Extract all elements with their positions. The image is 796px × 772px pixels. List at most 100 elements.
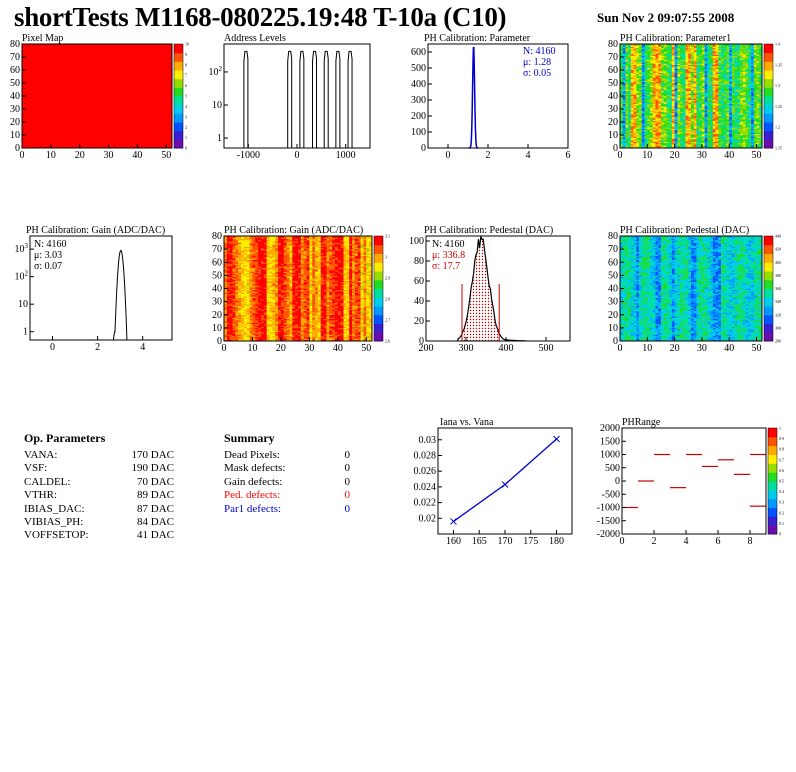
heatmap-cell xyxy=(232,318,236,321)
heatmap-cell xyxy=(633,115,637,118)
heatmap-cell xyxy=(691,92,695,94)
heatmap-cell xyxy=(630,94,634,97)
heatmap-cell xyxy=(652,64,656,67)
heatmap-cell xyxy=(693,138,697,141)
heatmap-cell xyxy=(674,137,678,140)
heatmap-cell xyxy=(737,112,741,115)
heatmap-cell xyxy=(650,105,654,107)
heatmap-cell xyxy=(691,99,695,102)
heatmap-cell xyxy=(756,144,760,146)
heatmap-cell xyxy=(726,85,730,88)
heatmap-cell xyxy=(723,136,727,138)
heatmap-cell xyxy=(636,83,640,85)
heatmap-cell xyxy=(682,111,686,114)
heatmap-cell xyxy=(238,274,242,276)
heatmap-cell xyxy=(710,50,714,53)
heatmap-cell xyxy=(701,73,705,76)
heatmap-cell xyxy=(701,106,705,108)
heatmap-cell xyxy=(226,281,230,284)
heatmap-cell xyxy=(726,136,730,138)
heatmap-cell xyxy=(647,80,651,82)
heatmap-cell xyxy=(688,102,692,105)
heatmap-cell xyxy=(669,47,673,50)
heatmap-cell xyxy=(636,71,640,73)
heatmap-cell xyxy=(630,58,634,60)
heatmap-cell xyxy=(759,68,763,71)
heatmap-cell xyxy=(660,92,664,94)
heatmap-cell xyxy=(644,142,648,145)
address-peak xyxy=(287,50,293,148)
heatmap-cell xyxy=(625,94,629,97)
heatmap-cell xyxy=(729,59,733,62)
heatmap-cell xyxy=(620,125,624,128)
heatmap-cell xyxy=(671,144,675,146)
heatmap-cell xyxy=(666,62,670,64)
heatmap-cell xyxy=(625,137,629,140)
heatmap-cell xyxy=(737,84,741,86)
heatmap-cell xyxy=(633,45,637,47)
heatmap-cell xyxy=(663,124,667,127)
heatmap-cell xyxy=(680,44,684,46)
colorbar-cell xyxy=(764,122,773,132)
heatmap-cell xyxy=(669,92,673,94)
heatmap-cell xyxy=(644,92,648,94)
heatmap-cell xyxy=(688,118,692,120)
heatmap-cell xyxy=(753,60,757,63)
heatmap-cell xyxy=(718,62,722,64)
heatmap-cell xyxy=(243,271,248,274)
heatmap-cell xyxy=(701,138,705,141)
heatmap-cell xyxy=(721,133,725,136)
heatmap-cell xyxy=(663,67,667,69)
heatmap-cell xyxy=(636,112,640,115)
heatmap-cell xyxy=(671,86,675,89)
heatmap-cell xyxy=(625,85,629,88)
heatmap-cell xyxy=(723,49,727,51)
heatmap-cell xyxy=(680,66,684,68)
heatmap-cell xyxy=(633,136,637,138)
heatmap-cell xyxy=(721,101,725,103)
heatmap-cell xyxy=(710,114,714,116)
heatmap-cell xyxy=(715,110,719,112)
heatmap-cell xyxy=(633,47,637,50)
heatmap-cell xyxy=(677,92,681,94)
heatmap-cell xyxy=(691,125,695,128)
heatmap-cell xyxy=(660,133,664,136)
heatmap-cell xyxy=(756,47,760,50)
heatmap-cell xyxy=(691,142,695,145)
heatmap-cell xyxy=(688,60,692,63)
heatmap-cell xyxy=(707,120,711,123)
heatmap-cell xyxy=(718,106,722,108)
heatmap-cell xyxy=(740,59,744,62)
heatmap-cell xyxy=(636,66,640,68)
heatmap-cell xyxy=(748,140,752,142)
heatmap-cell xyxy=(740,92,744,94)
heatmap-cell xyxy=(630,124,634,127)
heatmap-cell xyxy=(666,99,670,102)
heatmap-cell xyxy=(639,141,643,144)
heatmap-cell xyxy=(677,146,681,149)
heatmap-cell xyxy=(669,103,673,106)
heatmap-cell xyxy=(650,136,654,138)
heatmap-cell xyxy=(243,317,248,319)
heatmap-cell xyxy=(715,114,719,116)
heatmap-cell xyxy=(224,241,228,243)
heatmap-cell xyxy=(677,144,681,146)
heatmap-cell xyxy=(246,329,250,331)
chart-title: PH Calibration: Parameter1 xyxy=(620,33,731,44)
heatmap-cell xyxy=(647,75,651,77)
heatmap-cell xyxy=(756,107,760,110)
heatmap-cell xyxy=(232,316,236,318)
heatmap-cell xyxy=(652,81,656,84)
heatmap-cell xyxy=(243,339,248,342)
heatmap-cell xyxy=(718,136,722,138)
heatmap-cell xyxy=(753,54,757,56)
heatmap-cell xyxy=(723,107,727,110)
heatmap-cell xyxy=(224,284,228,287)
heatmap-cell xyxy=(669,89,673,92)
heatmap-cell xyxy=(696,101,700,103)
heatmap-cell xyxy=(636,114,640,116)
heatmap-cell xyxy=(622,132,626,134)
heatmap-cell xyxy=(691,112,695,115)
